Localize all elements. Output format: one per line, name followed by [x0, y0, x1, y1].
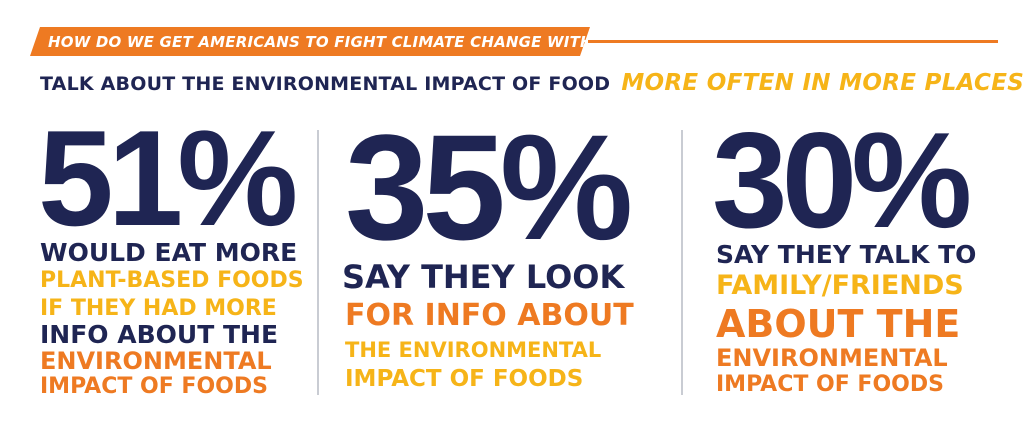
stat-1-line-3: IF THEY HAD MORE	[40, 296, 277, 321]
stat-value-2: 35%	[345, 103, 633, 271]
column-divider	[681, 130, 683, 395]
stat-1-line-6: IMPACT OF FOODS	[40, 374, 268, 399]
stat-2-line-3: THE ENVIRONMENTAL	[345, 338, 602, 362]
stat-value-3: 30%	[712, 104, 972, 256]
stat-3-line-3: ABOUT THE	[716, 302, 961, 346]
stat-3-line-4: ENVIRONMENTAL	[716, 344, 948, 372]
stat-2-line-1: SAY THEY LOOK	[342, 258, 625, 296]
stat-1-line-2: PLANT-BASED FOODS	[40, 268, 304, 293]
stat-3-line-1: SAY THEY TALK TO	[716, 240, 977, 269]
headline: TALK ABOUT THE ENVIRONMENTAL IMPACT OF F…	[40, 70, 1024, 98]
column-divider	[317, 130, 319, 395]
stat-2-line-2: FOR INFO ABOUT	[345, 298, 634, 333]
stat-value-1: 51%	[38, 102, 298, 254]
banner-rule	[588, 40, 998, 43]
headline-accent: MORE OFTEN IN MORE PLACES	[621, 70, 1024, 96]
stat-3-line-5: IMPACT OF FOODS	[716, 372, 944, 397]
question-banner	[30, 27, 590, 56]
question-text: HOW DO WE GET AMERICANS TO FIGHT CLIMATE…	[48, 33, 647, 51]
stat-2-line-4: IMPACT OF FOODS	[345, 366, 584, 392]
stat-1-line-1: WOULD EAT MORE	[40, 238, 298, 267]
stat-1-line-4: INFO ABOUT THE	[40, 320, 279, 349]
headline-main: TALK ABOUT THE ENVIRONMENTAL IMPACT OF F…	[40, 73, 611, 95]
stat-3-line-2: FAMILY/FRIENDS	[716, 270, 964, 301]
stat-1-line-5: ENVIRONMENTAL	[40, 347, 272, 375]
